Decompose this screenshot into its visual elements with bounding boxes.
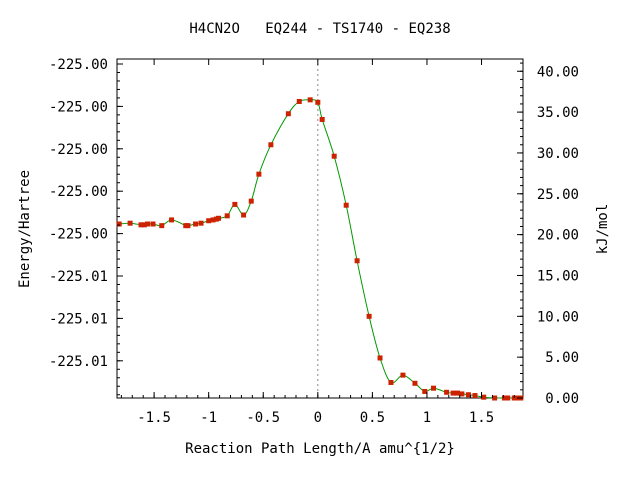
y-left-tick-label: -225.00 [49, 57, 108, 73]
y-axis-label-left: Energy/Hartree [17, 170, 33, 288]
data-point [268, 142, 274, 148]
x-tick-label: 1 [423, 410, 431, 426]
data-point [354, 258, 360, 264]
data-point [185, 223, 191, 229]
data-point [169, 217, 175, 223]
x-tick-label: 0 [314, 410, 322, 426]
data-point [241, 212, 247, 218]
data-point [388, 379, 394, 385]
data-point [492, 395, 498, 401]
y-right-tick-label: 30.00 [537, 146, 579, 162]
plot-frame [116, 58, 524, 399]
data-point [319, 116, 325, 122]
data-point [513, 395, 519, 401]
data-point [431, 385, 437, 391]
y-right-tick-label: 0.00 [545, 391, 579, 407]
x-tick-label: 0.5 [360, 410, 385, 426]
data-point [501, 395, 507, 401]
data-point [366, 313, 372, 319]
data-point [472, 393, 478, 399]
y-right-tick-label: 35.00 [537, 105, 579, 121]
data-point [159, 223, 165, 229]
data-point [400, 372, 406, 378]
y-left-tick-label: -225.00 [49, 142, 108, 158]
data-point [198, 220, 204, 226]
y-left-tick-label: -225.00 [49, 99, 108, 115]
data-point [210, 217, 216, 223]
y-right-tick-label: 15.00 [537, 268, 579, 284]
y-left-tick-label: -225.01 [49, 354, 108, 370]
data-point [216, 215, 221, 221]
data-point [256, 171, 262, 177]
data-point [505, 395, 511, 401]
data-point [141, 222, 147, 228]
y-right-tick-label: 10.00 [537, 309, 579, 325]
data-point [465, 392, 471, 398]
x-axis-label: Reaction Path Length/A amu^{1/2} [185, 441, 455, 457]
data-point [127, 220, 133, 226]
chart-title: H4CN2O EQ244 - TS1740 - EQ238 [189, 21, 450, 37]
data-point [459, 391, 465, 397]
x-tick-label: -0.5 [246, 410, 280, 426]
data-point [248, 198, 254, 204]
data-point [343, 202, 349, 208]
data-point [331, 153, 337, 159]
energy-curve [119, 99, 521, 399]
x-tick-label: 1.5 [469, 410, 494, 426]
y-left-tick-label: -225.01 [49, 311, 108, 327]
x-tick-label: -1 [200, 410, 217, 426]
y-left-tick-label: -225.01 [49, 269, 108, 285]
data-point [444, 389, 450, 395]
data-point [206, 218, 212, 224]
data-point [138, 222, 144, 228]
data-point [116, 221, 122, 227]
data-point [307, 97, 313, 103]
y-right-tick-label: 20.00 [537, 228, 579, 244]
data-point [150, 221, 156, 227]
data-point [232, 201, 238, 207]
y-left-tick-label: -225.00 [49, 227, 108, 243]
data-point [224, 213, 230, 219]
data-point [450, 390, 456, 396]
data-point [193, 221, 199, 227]
data-point [285, 111, 291, 117]
data-point [422, 388, 428, 394]
data-point [412, 380, 418, 386]
y-left-tick-label: -225.00 [49, 184, 108, 200]
y-right-tick-label: 40.00 [537, 64, 579, 80]
data-point [145, 221, 151, 227]
x-tick-label: -1.5 [137, 410, 171, 426]
y-axis-label-right: kJ/mol [595, 204, 611, 255]
data-point [296, 98, 302, 104]
y-right-tick-label: 5.00 [545, 350, 579, 366]
y-right-tick-label: 25.00 [537, 187, 579, 203]
data-point [481, 394, 487, 400]
data-point [377, 355, 383, 361]
data-point [315, 99, 321, 105]
data-point [455, 390, 461, 396]
